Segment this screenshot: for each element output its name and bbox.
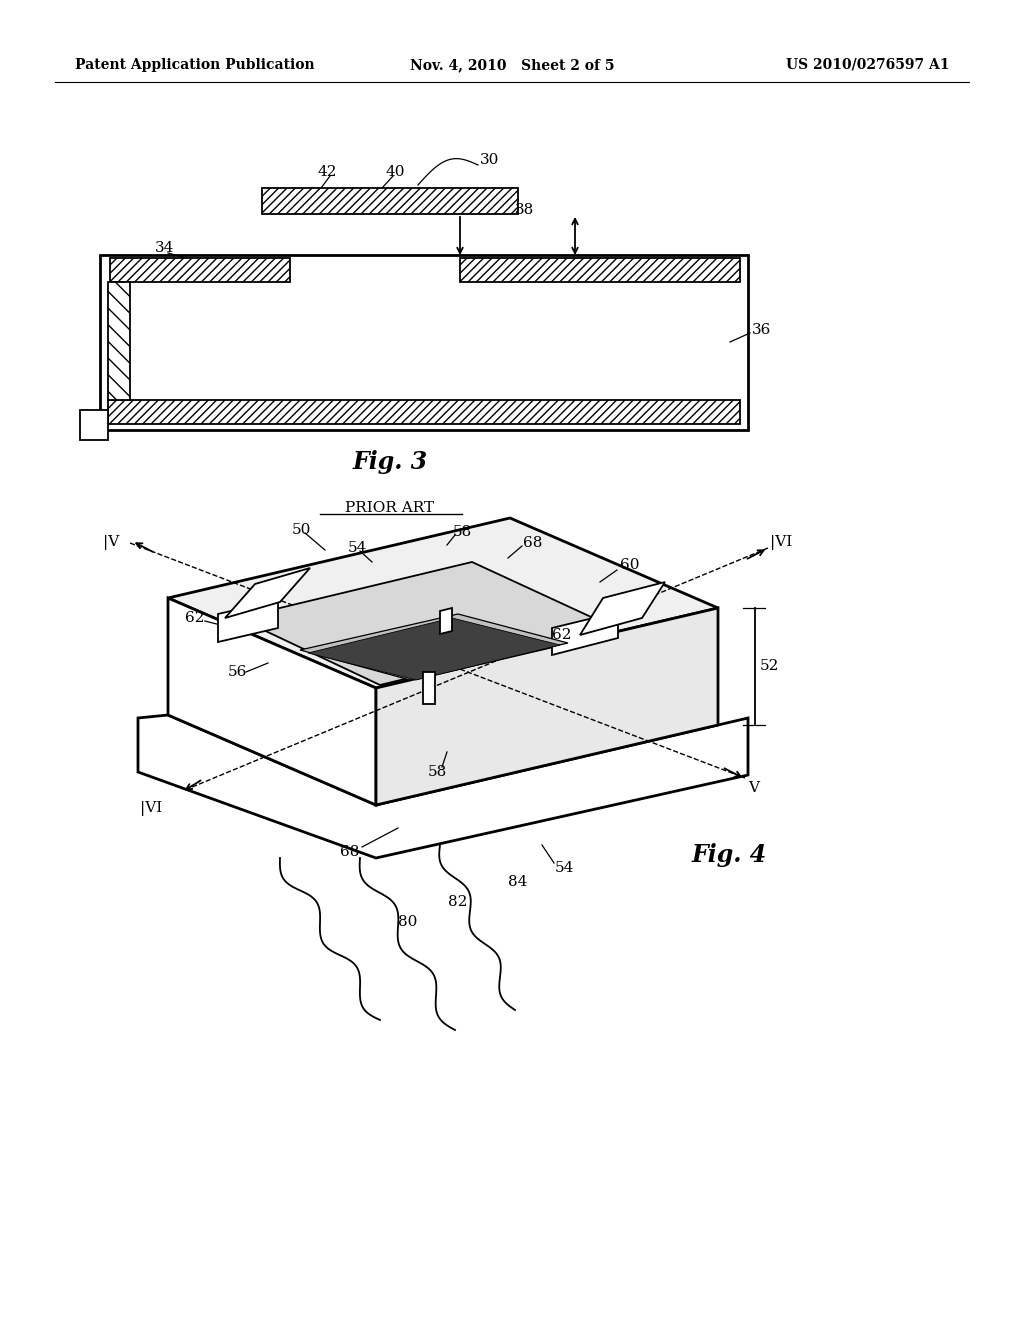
Text: 42: 42 bbox=[317, 165, 337, 180]
Polygon shape bbox=[110, 257, 290, 282]
Text: 82: 82 bbox=[449, 895, 467, 909]
Polygon shape bbox=[108, 282, 130, 400]
Text: 68: 68 bbox=[340, 845, 359, 859]
Polygon shape bbox=[168, 598, 376, 805]
Polygon shape bbox=[108, 400, 740, 424]
Polygon shape bbox=[300, 614, 568, 680]
Text: Nov. 4, 2010   Sheet 2 of 5: Nov. 4, 2010 Sheet 2 of 5 bbox=[410, 58, 614, 73]
Text: 62: 62 bbox=[185, 611, 205, 624]
Text: 36: 36 bbox=[752, 323, 771, 337]
Text: 62: 62 bbox=[552, 628, 571, 642]
Text: 54: 54 bbox=[555, 861, 574, 875]
Text: PRIOR ART: PRIOR ART bbox=[345, 502, 434, 515]
Text: 80: 80 bbox=[398, 915, 418, 929]
Text: |VI: |VI bbox=[140, 800, 162, 816]
Text: Fig. 3: Fig. 3 bbox=[352, 450, 428, 474]
Text: 54: 54 bbox=[348, 541, 368, 554]
Polygon shape bbox=[423, 672, 435, 704]
Text: 50: 50 bbox=[292, 523, 311, 537]
Text: 58: 58 bbox=[453, 525, 472, 539]
Text: 40: 40 bbox=[385, 165, 404, 180]
Polygon shape bbox=[225, 568, 310, 618]
Text: 38: 38 bbox=[515, 203, 535, 216]
Polygon shape bbox=[218, 601, 278, 642]
Text: 68: 68 bbox=[523, 536, 543, 550]
Text: |V: |V bbox=[103, 536, 119, 550]
Polygon shape bbox=[580, 582, 665, 635]
Polygon shape bbox=[168, 517, 718, 688]
Text: 84: 84 bbox=[508, 875, 527, 888]
Polygon shape bbox=[138, 715, 748, 858]
Text: |VI: |VI bbox=[770, 536, 793, 550]
Polygon shape bbox=[100, 255, 748, 430]
Polygon shape bbox=[80, 411, 108, 440]
Text: 34: 34 bbox=[155, 242, 174, 255]
Text: V: V bbox=[748, 781, 759, 795]
Polygon shape bbox=[460, 257, 740, 282]
Polygon shape bbox=[552, 612, 618, 655]
Text: Fig. 4: Fig. 4 bbox=[692, 843, 767, 867]
Text: 60: 60 bbox=[620, 558, 640, 572]
Text: 58: 58 bbox=[428, 766, 447, 779]
Text: 56: 56 bbox=[228, 665, 248, 678]
Polygon shape bbox=[376, 609, 718, 805]
Text: Patent Application Publication: Patent Application Publication bbox=[75, 58, 314, 73]
Polygon shape bbox=[238, 562, 615, 685]
Polygon shape bbox=[308, 618, 560, 680]
Text: US 2010/0276597 A1: US 2010/0276597 A1 bbox=[786, 58, 950, 73]
Text: 30: 30 bbox=[480, 153, 500, 168]
Text: 52: 52 bbox=[760, 659, 779, 673]
Polygon shape bbox=[440, 609, 452, 634]
Polygon shape bbox=[262, 187, 518, 214]
